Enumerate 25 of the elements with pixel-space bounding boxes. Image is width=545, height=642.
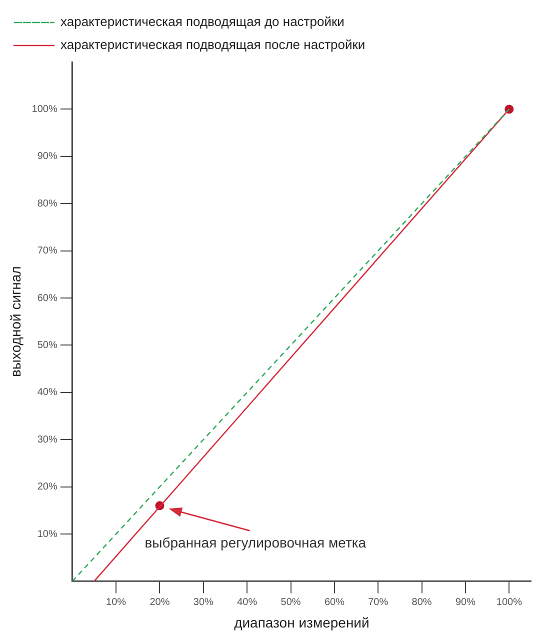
legend-label: характеристическая подводящая до настройки	[60, 14, 344, 30]
y-tick-label: 80%	[37, 198, 58, 210]
annotation: выбранная регулировочная метка	[144, 534, 366, 551]
x-axis-title: диапазон измерений	[234, 614, 370, 630]
x-tick-label: 50%	[280, 596, 301, 608]
x-tick-label: 90%	[455, 596, 476, 608]
y-tick-label: 20%	[37, 482, 58, 493]
x-tick-label: 60%	[324, 596, 345, 608]
y-axis-title: выходной сигнал	[7, 266, 24, 378]
y-tick-label: 70%	[37, 246, 58, 257]
x-tick-label: 70%	[368, 596, 388, 608]
x-tick-label: 100%	[496, 596, 522, 608]
y-tick-label: 30%	[37, 434, 58, 446]
x-tick-label: 20%	[150, 596, 170, 608]
x-tick-label: 80%	[412, 596, 432, 608]
y-tick-label: 100%	[32, 104, 58, 115]
x-tick-label: 30%	[193, 596, 214, 608]
x-tick-label: 10%	[106, 596, 126, 608]
y-tick-label: 90%	[37, 151, 58, 162]
y-tick-label: 60%	[37, 292, 58, 304]
y-tick-label: 50%	[37, 340, 58, 351]
x-tick-label: 40%	[237, 596, 258, 608]
y-tick-label: 40%	[37, 387, 58, 398]
y-tick-label: 10%	[37, 528, 58, 540]
legend-label: характеристическая подводящая после настройки	[60, 37, 366, 52]
